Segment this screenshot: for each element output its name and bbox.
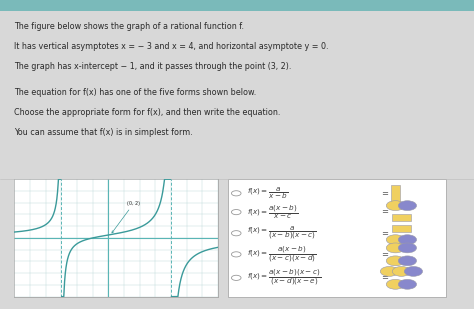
Circle shape [404, 266, 422, 276]
FancyBboxPatch shape [392, 214, 411, 221]
Text: The equation for f(x) has one of the five forms shown below.: The equation for f(x) has one of the fiv… [14, 88, 256, 97]
Circle shape [380, 266, 399, 276]
Text: Choose the appropriate form for f(x), and then write the equation.: Choose the appropriate form for f(x), an… [14, 108, 281, 117]
Text: =: = [381, 229, 388, 238]
Circle shape [398, 201, 417, 210]
Text: (0, 2): (0, 2) [112, 201, 140, 233]
Circle shape [398, 279, 417, 289]
Text: =: = [381, 208, 388, 217]
Text: It has vertical asymptotes x = − 3 and x = 4, and horizontal asymptote y = 0.: It has vertical asymptotes x = − 3 and x… [14, 42, 329, 51]
FancyBboxPatch shape [228, 179, 446, 297]
Circle shape [386, 201, 405, 210]
Text: =: = [381, 250, 388, 259]
Text: =: = [381, 273, 388, 282]
Text: The graph has x-intercept − 1, and it passes through the point (3, 2).: The graph has x-intercept − 1, and it pa… [14, 62, 292, 71]
Text: $f(x) = \dfrac{a(x - b)(x - c)}{(x - d)(x - e)}$: $f(x) = \dfrac{a(x - b)(x - c)}{(x - d)(… [247, 268, 321, 287]
Text: $f(x) = \dfrac{a}{x - b}$: $f(x) = \dfrac{a}{x - b}$ [247, 186, 288, 201]
Circle shape [386, 243, 405, 253]
Circle shape [386, 279, 405, 289]
Bar [0, 0, 474, 11]
Text: =: = [381, 189, 388, 198]
Circle shape [398, 235, 417, 245]
Text: The figure below shows the graph of a rational function f.: The figure below shows the graph of a ra… [14, 22, 244, 31]
Text: $f(x) = \dfrac{a(x - b)}{x - c}$: $f(x) = \dfrac{a(x - b)}{x - c}$ [247, 203, 299, 221]
Text: $f(x) = \dfrac{a}{(x - b)(x - c)}$: $f(x) = \dfrac{a}{(x - b)(x - c)}$ [247, 225, 317, 241]
Circle shape [386, 256, 405, 266]
Circle shape [386, 235, 405, 245]
Text: $f(x) = \dfrac{a(x - b)}{(x - c)(x - d)}$: $f(x) = \dfrac{a(x - b)}{(x - c)(x - d)}… [247, 245, 317, 264]
FancyBboxPatch shape [391, 185, 401, 201]
Circle shape [392, 266, 410, 276]
FancyBboxPatch shape [392, 225, 411, 231]
FancyBboxPatch shape [14, 179, 218, 297]
Text: You can assume that f(x) is in simplest form.: You can assume that f(x) is in simplest … [14, 128, 193, 137]
Circle shape [398, 243, 417, 253]
Circle shape [398, 256, 417, 266]
